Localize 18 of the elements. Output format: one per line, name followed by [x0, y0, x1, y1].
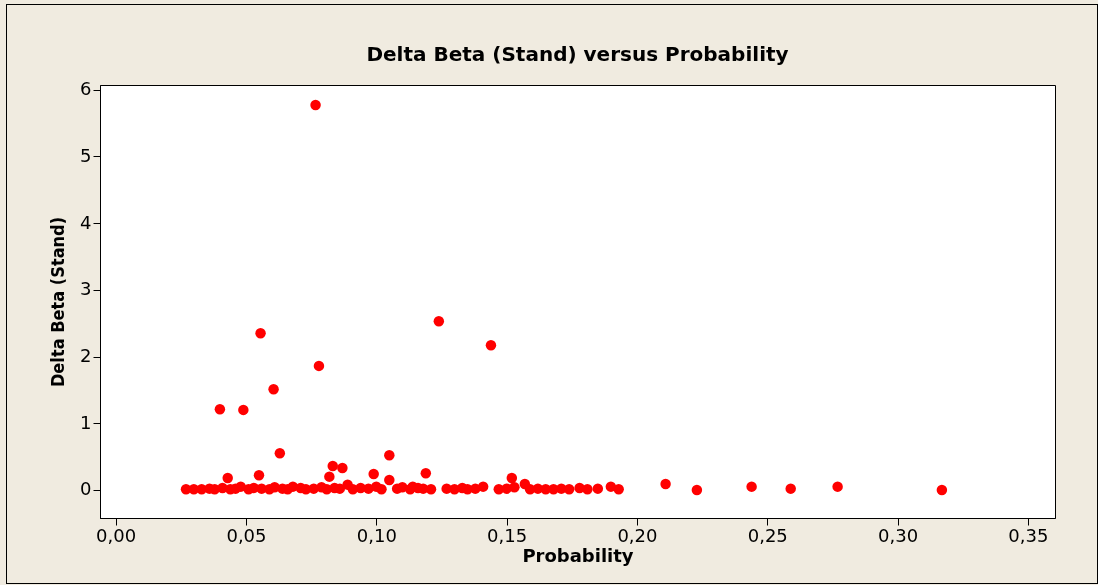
- x-tick-label: 0,20: [617, 524, 658, 546]
- y-axis-title: Delta Beta (Stand): [47, 216, 69, 388]
- y-tick-label: 1: [80, 411, 92, 433]
- y-tick-label: 3: [80, 278, 92, 300]
- y-tick-label: 6: [80, 78, 92, 100]
- x-tick-label: 0,30: [878, 524, 919, 546]
- x-tick-label: 0,25: [747, 524, 788, 546]
- x-tick-label: 0,15: [487, 524, 528, 546]
- y-tick-label: 0: [80, 478, 92, 500]
- y-tick-label: 4: [80, 211, 92, 233]
- chart-title: Delta Beta (Stand) versus Probability: [366, 41, 789, 66]
- x-axis-title: Probability: [522, 544, 634, 566]
- x-tick-label: 0,10: [356, 524, 397, 546]
- y-tick-label: 2: [80, 345, 92, 367]
- x-tick-label: 0,35: [1008, 524, 1049, 546]
- x-tick-label: 0,05: [226, 524, 267, 546]
- x-tick-label: 0,00: [96, 524, 137, 546]
- y-tick-label: 5: [80, 144, 92, 166]
